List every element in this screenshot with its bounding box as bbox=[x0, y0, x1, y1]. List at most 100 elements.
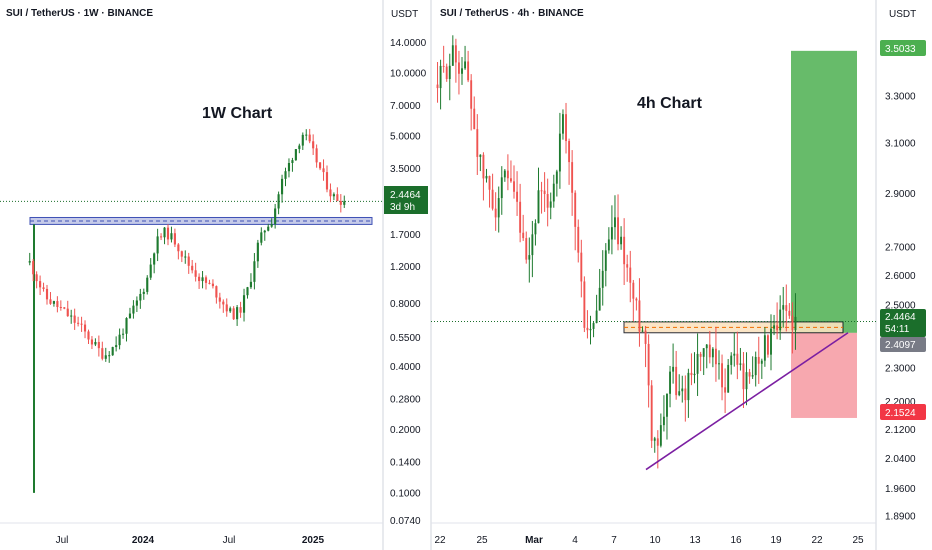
price-tick-label: 2.3000 bbox=[885, 363, 916, 374]
candle-body bbox=[773, 325, 776, 329]
candle-body bbox=[632, 282, 635, 299]
candle-body bbox=[656, 438, 659, 446]
price-tick-label: 1.7000 bbox=[390, 230, 421, 241]
candle-body bbox=[439, 65, 442, 89]
candle-body bbox=[601, 270, 604, 288]
candle-body bbox=[80, 323, 83, 325]
candle-body bbox=[540, 190, 543, 192]
candle-body bbox=[73, 315, 76, 323]
long-target-zone bbox=[791, 50, 857, 333]
candle-body bbox=[325, 172, 329, 190]
candle-body bbox=[562, 114, 564, 134]
candle-body bbox=[546, 194, 549, 208]
candle-body bbox=[687, 372, 690, 401]
candle-body bbox=[445, 66, 448, 79]
candle-body bbox=[549, 201, 552, 208]
time-tick-label: 25 bbox=[476, 535, 488, 546]
candles bbox=[28, 128, 346, 363]
candle-body bbox=[128, 313, 132, 319]
candle-body bbox=[332, 194, 335, 197]
candle-body bbox=[730, 355, 733, 365]
candle-body bbox=[711, 348, 714, 358]
candle-body bbox=[101, 348, 104, 359]
candle-body bbox=[194, 270, 197, 277]
candle-body bbox=[736, 353, 739, 365]
candle-body bbox=[776, 325, 779, 331]
candle-body bbox=[277, 194, 280, 209]
candle-body bbox=[246, 287, 249, 296]
candle-body bbox=[503, 170, 506, 178]
candle-body bbox=[568, 141, 571, 163]
candle-body bbox=[49, 299, 52, 304]
candle-body bbox=[742, 363, 745, 390]
candle-body bbox=[284, 171, 287, 179]
candle-body bbox=[580, 252, 583, 282]
price-axis: 3.3000 3.1000 2.9000 2.7000 2.6000 2.5000 2.30… bbox=[885, 91, 916, 522]
candle-body bbox=[782, 305, 785, 310]
candle-body bbox=[83, 324, 87, 332]
candle-body bbox=[315, 148, 318, 163]
candle-body bbox=[222, 301, 225, 305]
candle-body bbox=[748, 372, 751, 377]
candle-body bbox=[291, 160, 294, 164]
candle-body bbox=[94, 342, 97, 345]
candle-body bbox=[491, 189, 494, 209]
time-tick-label: 25 bbox=[852, 535, 864, 546]
candle-body bbox=[156, 236, 159, 254]
candle-body bbox=[733, 353, 736, 356]
candle-body bbox=[298, 145, 301, 150]
candle-body bbox=[589, 328, 592, 331]
candle-body bbox=[617, 217, 619, 245]
candle-body bbox=[146, 277, 149, 292]
candle-body bbox=[294, 149, 297, 161]
candle-body bbox=[70, 315, 73, 317]
candle-body bbox=[699, 353, 702, 357]
candle-body bbox=[267, 226, 270, 231]
time-tick-label: Jul bbox=[223, 535, 236, 546]
price-tick-label: 14.0000 bbox=[390, 38, 427, 49]
candle-body bbox=[757, 356, 760, 364]
candle-body bbox=[454, 45, 457, 63]
candle-body bbox=[211, 283, 214, 287]
candle-body bbox=[525, 238, 528, 260]
candle-body bbox=[448, 65, 451, 79]
candle-body bbox=[132, 305, 135, 314]
time-axis: Jul 2024 Jul 2025 bbox=[56, 535, 325, 546]
candle-body bbox=[754, 356, 757, 376]
candle-body bbox=[32, 261, 35, 275]
candle-body bbox=[647, 343, 650, 386]
candle-body bbox=[482, 154, 485, 179]
candle-body bbox=[451, 45, 454, 66]
candle-body bbox=[56, 301, 59, 307]
time-tick-label: 16 bbox=[730, 535, 742, 546]
time-tick-label: 22 bbox=[434, 535, 446, 546]
candle-body bbox=[485, 175, 488, 179]
price-tick-label: 5.0000 bbox=[390, 132, 421, 143]
candle-body bbox=[177, 244, 180, 252]
candle-body bbox=[684, 388, 687, 401]
candle-body bbox=[623, 236, 626, 265]
price-tick-label: 10.0000 bbox=[390, 69, 427, 80]
price-tick-label: 0.2800 bbox=[390, 394, 421, 405]
candle-body bbox=[260, 232, 263, 243]
time-axis: 22 25 Mar 4 7 10 13 16 19 22 25 bbox=[434, 535, 864, 546]
candle-body bbox=[598, 287, 601, 311]
candle-body bbox=[467, 61, 470, 81]
candle-body bbox=[166, 227, 170, 240]
candle-body bbox=[516, 191, 519, 202]
candle-body bbox=[173, 233, 176, 245]
price-tick-label: 2.9000 bbox=[885, 189, 916, 200]
candle-body bbox=[343, 201, 346, 205]
candle-body bbox=[305, 134, 308, 136]
candle-body bbox=[87, 331, 90, 340]
demand-zone bbox=[623, 321, 844, 334]
candle-body bbox=[565, 114, 567, 142]
candle-body bbox=[204, 277, 208, 283]
time-tick-label: 19 bbox=[770, 535, 782, 546]
candle-body bbox=[153, 253, 156, 265]
candle-body bbox=[187, 256, 190, 266]
candle-body bbox=[650, 385, 653, 441]
